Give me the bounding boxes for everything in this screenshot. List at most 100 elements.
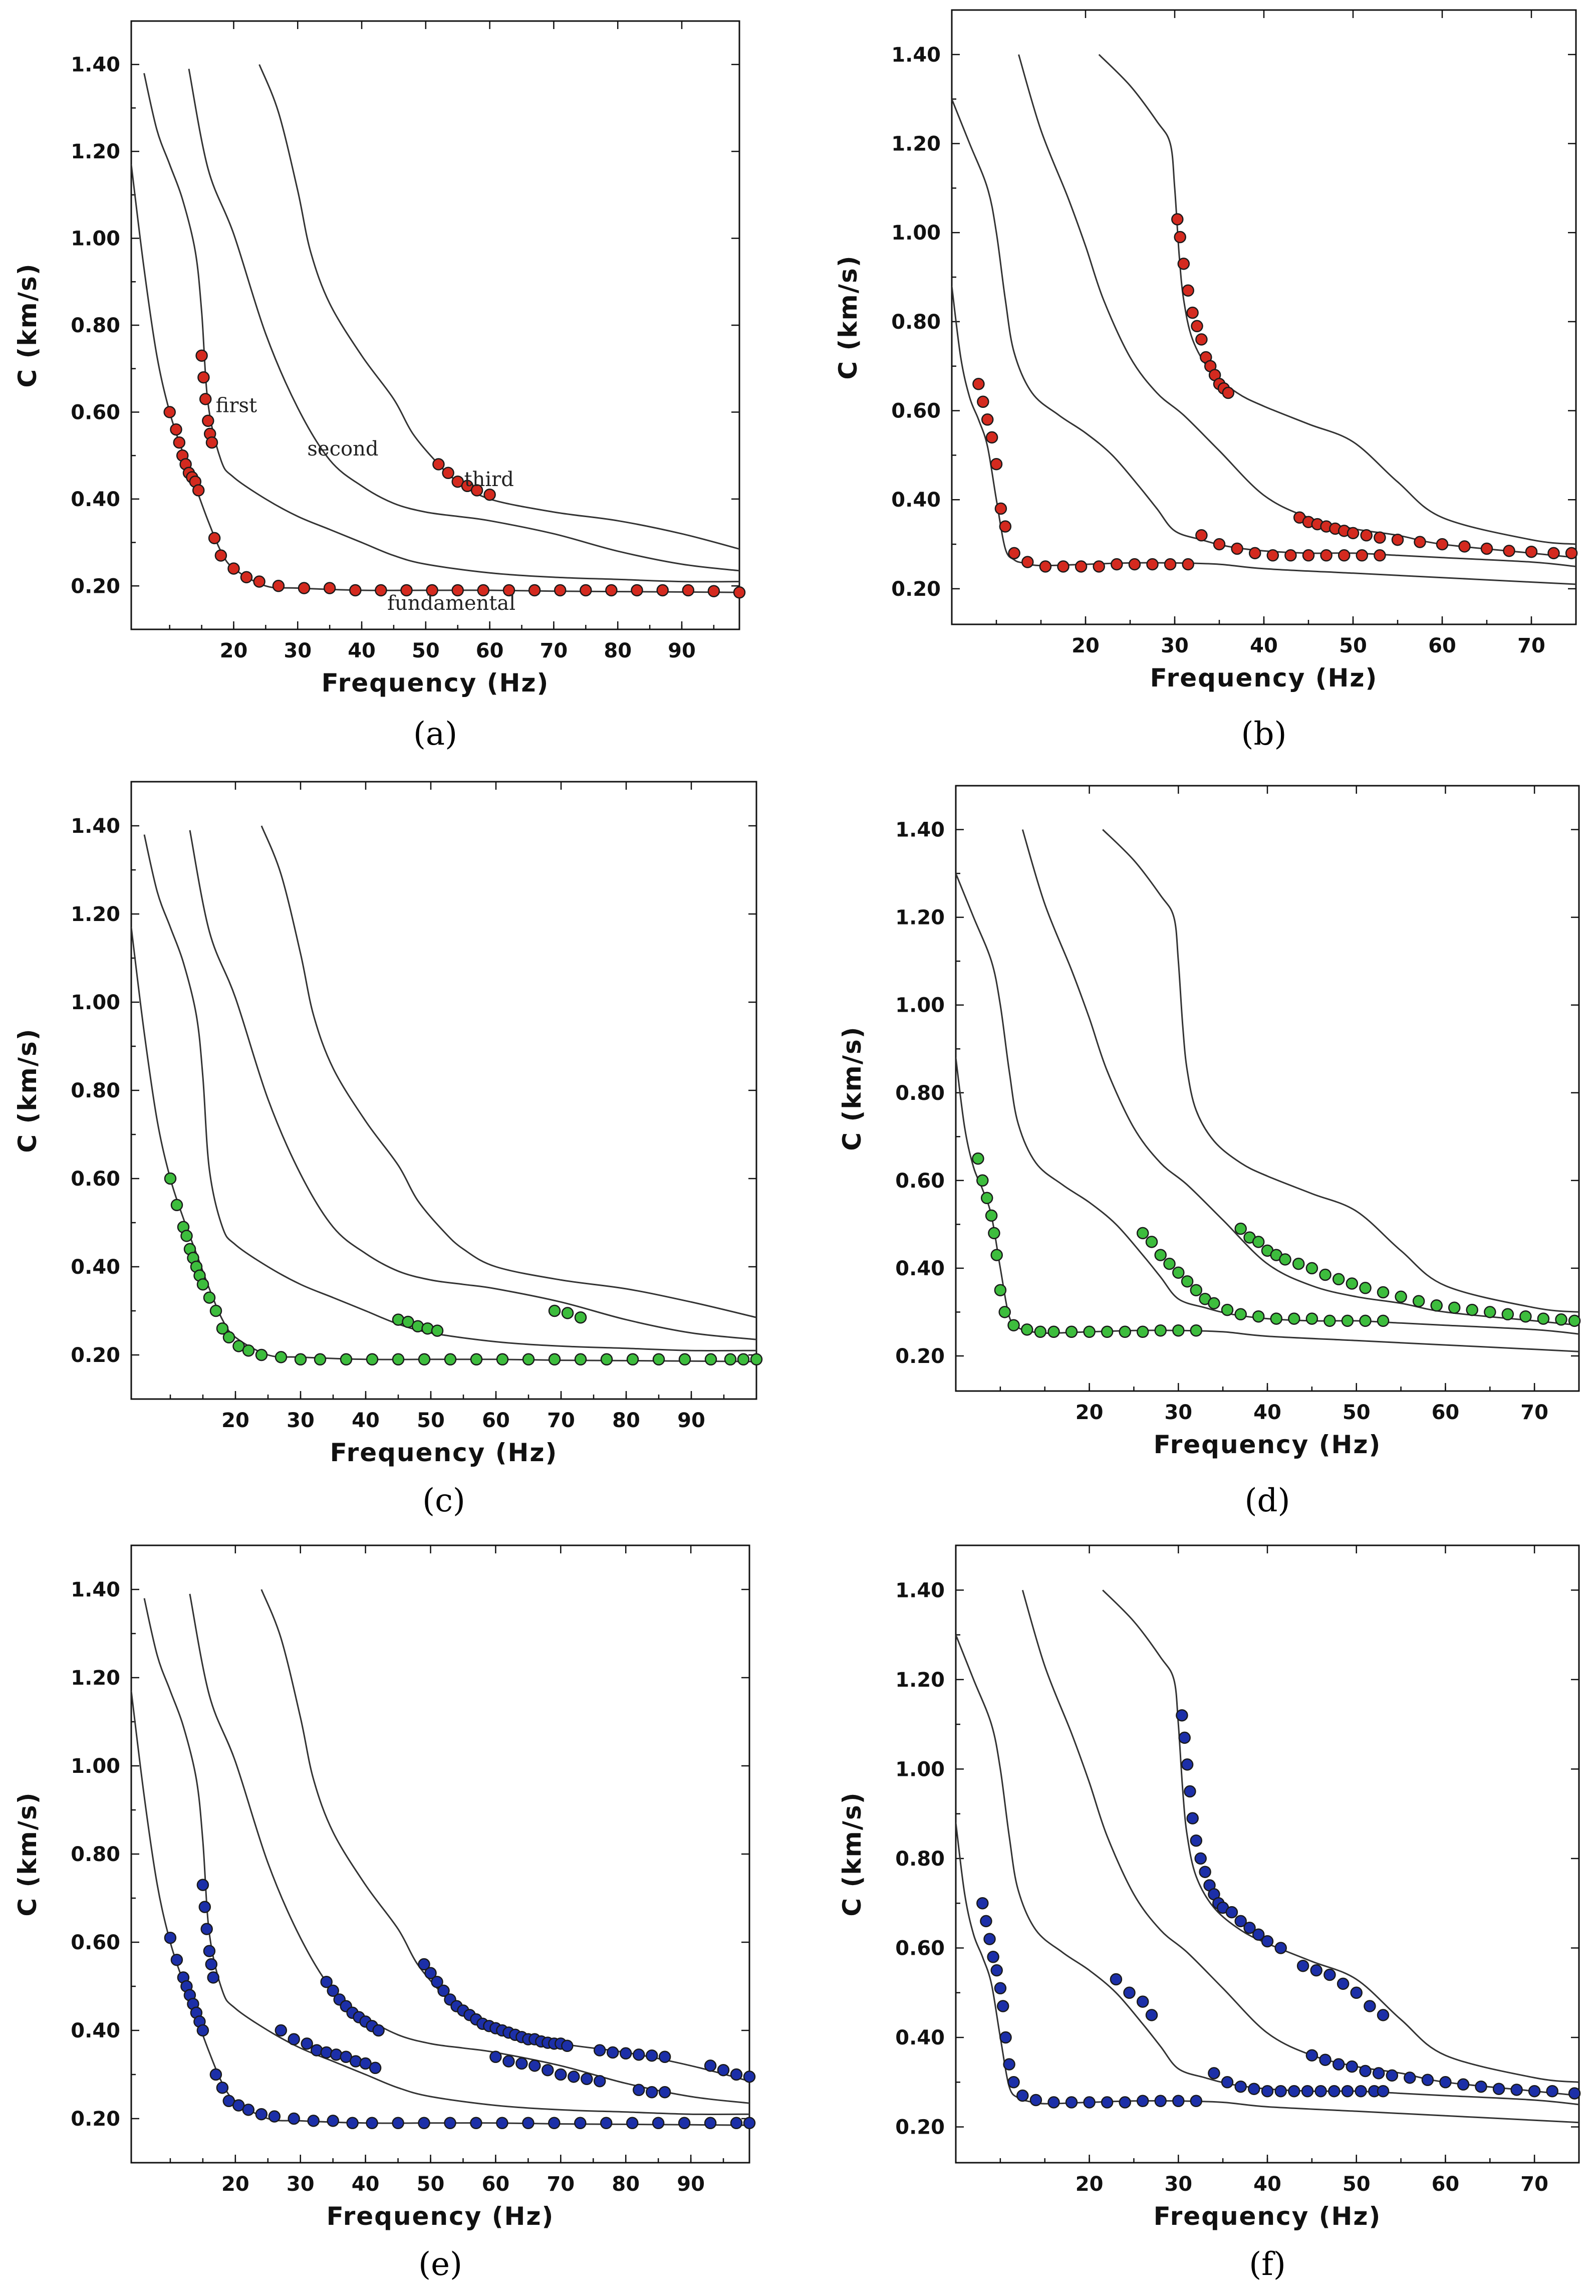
ytick-label-c-5: 1.20: [71, 903, 120, 926]
data-point-fundamental-b: [999, 520, 1012, 533]
data-point-fundamental-b: [1128, 558, 1141, 571]
data-point-first-e: [349, 2055, 362, 2068]
data-point-second-d: [1234, 1222, 1247, 1235]
data-point-third-f: [1359, 2064, 1372, 2078]
data-point-second-d: [1537, 1312, 1550, 1325]
data-point-first-f: [1248, 2083, 1260, 2095]
panel-d: 0.20 0.40 0.60 0.80 1.00 1.20 1.40 20 30 40 50 60 70…: [838, 785, 1581, 1519]
data-point-first-d: [1221, 1303, 1234, 1316]
data-point-third-f: [1176, 1709, 1188, 1722]
data-point-fundamental-d: [1083, 1325, 1096, 1338]
data-point-third-f: [1386, 2069, 1399, 2082]
data-point-second-d: [1519, 1310, 1532, 1323]
data-point-third-f: [1274, 1942, 1287, 1954]
data-point-fundamental-b: [1182, 558, 1194, 571]
data-point-fundamental-c: [600, 1353, 613, 1366]
data-point-first-e: [555, 2068, 567, 2081]
ytick-label-e-1: 0.40: [71, 2019, 120, 2042]
data-point-first-e: [645, 2086, 658, 2099]
data-point-first-f: [1261, 2085, 1274, 2098]
data-point-third-b: [1182, 284, 1194, 297]
data-point-fundamental-a: [323, 582, 336, 594]
data-point-first-c: [411, 1320, 424, 1333]
ytick-label-b-4: 1.00: [891, 221, 941, 245]
curve-first-e: [143, 1598, 749, 2116]
data-point-third-f: [1377, 2009, 1390, 2021]
data-point-fundamental-b: [972, 378, 985, 390]
data-point-fundamental-b: [1164, 558, 1177, 571]
data-point-fundamental-c: [470, 1353, 483, 1366]
curve-third-f: [1102, 1589, 1579, 2083]
data-point-second-f: [1145, 2009, 1158, 2021]
data-point-third-e: [730, 2068, 743, 2081]
data-point-fundamental-f: [1190, 2095, 1203, 2108]
ytick-label-b-5: 1.20: [891, 133, 941, 156]
data-point-fundamental-b: [1057, 560, 1070, 573]
data-point-third-e: [704, 2059, 717, 2072]
data-point-second-d: [1568, 1314, 1581, 1327]
data-point-fundamental-e: [242, 2104, 255, 2116]
data-point-first-c: [392, 1313, 405, 1326]
x-axis-title-f: Frequency (Hz): [1154, 2202, 1382, 2231]
ytick-label-d-2: 0.60: [895, 1170, 945, 1193]
x-axis-title-c: Frequency (Hz): [330, 1438, 558, 1467]
xtick-label-b-1: 30: [1161, 634, 1189, 657]
data-point-fundamental-e: [346, 2117, 359, 2130]
data-point-first-d: [1341, 1314, 1354, 1327]
data-point-second-e: [372, 2024, 385, 2037]
panel-label-a: (a): [413, 716, 457, 753]
data-point-third-f: [1199, 1866, 1211, 1878]
panel-a: 0.20 0.40 0.60 0.80 1.00 1.20 1.40 20 30 40 50 60 70…: [13, 20, 746, 753]
data-point-first-d: [1154, 1249, 1167, 1261]
data-point-fundamental-f: [980, 1915, 992, 1928]
data-point-second-d: [1292, 1257, 1305, 1270]
xtick-label-a-7: 90: [668, 639, 696, 662]
data-point-fundamental-b: [1146, 558, 1159, 571]
data-point-third-f: [1323, 1968, 1336, 1981]
curve-first-c: [143, 834, 756, 1352]
xtick-label-e-2: 40: [352, 2173, 380, 2196]
data-point-third-f: [1225, 1906, 1238, 1919]
panel-label-d: (d): [1245, 1482, 1290, 1519]
data-point-third-f: [1492, 2083, 1505, 2095]
data-point-fundamental-a: [733, 586, 746, 599]
data-point-first-a: [205, 436, 218, 449]
data-point-first-d: [1377, 1314, 1390, 1327]
data-point-fundamental-e: [209, 2068, 222, 2081]
data-point-third-f: [1337, 1977, 1350, 1990]
data-point-third-b: [1374, 531, 1386, 544]
data-point-first-b: [1284, 549, 1297, 562]
data-point-first-e: [542, 2063, 554, 2077]
data-point-fundamental-a: [208, 532, 221, 545]
data-point-first-d: [1190, 1284, 1203, 1296]
data-point-third-b: [1565, 547, 1578, 560]
data-point-third-f: [1350, 1986, 1363, 1999]
ytick-label-e-2: 0.60: [71, 1931, 120, 1954]
xtick-label-d-1: 30: [1164, 1401, 1192, 1424]
data-point-fundamental-a: [502, 584, 515, 597]
xtick-label-c-6: 80: [612, 1409, 640, 1432]
data-point-fundamental-b: [977, 395, 989, 408]
data-point-first-d: [1163, 1257, 1176, 1270]
curve-first-d: [956, 873, 1579, 1335]
xtick-label-e-6: 80: [612, 2173, 640, 2196]
data-point-first-f: [1355, 2085, 1367, 2098]
data-point-fundamental-c: [180, 1230, 193, 1242]
data-point-fundamental-f: [999, 2031, 1012, 2044]
ytick-label-e-4: 1.00: [71, 1755, 120, 1778]
data-point-fundamental-c: [392, 1353, 405, 1366]
data-point-third-e: [645, 2049, 658, 2062]
data-point-first-b: [1248, 547, 1261, 560]
data-point-first-e: [515, 2057, 528, 2070]
data-point-fundamental-e: [327, 2115, 339, 2127]
data-point-third-f: [1261, 1935, 1274, 1948]
data-point-fundamental-c: [522, 1353, 535, 1366]
xtick-label-d-0: 20: [1076, 1401, 1104, 1424]
ytick-label-a-4: 1.00: [71, 227, 120, 251]
data-point-fundamental-f: [996, 2000, 1009, 2012]
data-point-third-f: [1346, 2060, 1359, 2073]
data-point-fundamental-b: [1008, 547, 1020, 560]
data-point-third-e: [717, 2063, 730, 2077]
ytick-label-c-3: 0.80: [71, 1079, 120, 1102]
data-point-third-f: [1243, 1922, 1256, 1934]
